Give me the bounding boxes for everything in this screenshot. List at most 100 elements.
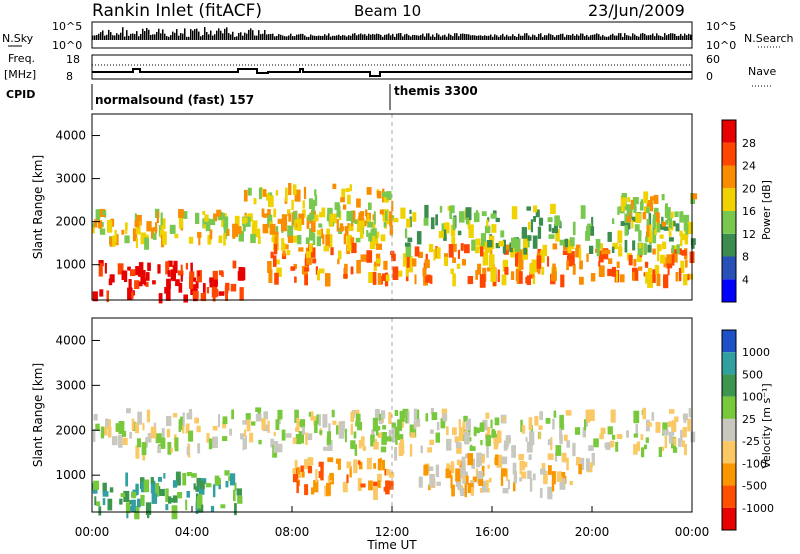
velocity-cell — [292, 437, 297, 444]
velocity-cell — [165, 504, 169, 511]
velocity-cell — [275, 419, 280, 430]
power-cell — [136, 214, 142, 226]
velocity-cell — [358, 461, 363, 470]
power-cell — [671, 251, 678, 263]
velocity-cell — [245, 435, 247, 450]
power-cell — [653, 207, 659, 217]
power-cell — [590, 226, 595, 236]
power-cell — [438, 231, 445, 239]
power-cell — [607, 231, 612, 242]
power-cell — [644, 261, 649, 268]
velocity-cell — [521, 471, 527, 479]
power-cell — [412, 212, 417, 222]
velocity-cell — [115, 423, 121, 432]
noise-bar — [290, 33, 292, 40]
power-cell — [358, 212, 364, 225]
power-cell — [382, 191, 388, 198]
power-cell — [150, 227, 155, 239]
power-cell — [408, 255, 413, 267]
power-cell — [143, 278, 146, 286]
noise-bar — [376, 33, 378, 40]
noise-bar — [458, 36, 460, 40]
power-data-cells — [92, 183, 698, 304]
velocity-cell — [506, 468, 509, 482]
power-cell — [503, 250, 509, 255]
velocity-cell — [132, 421, 137, 431]
velocity-cell — [137, 498, 141, 508]
power-cell — [366, 230, 369, 237]
power-cell — [443, 229, 447, 240]
noise-bar — [652, 33, 654, 40]
power-cell — [521, 227, 527, 239]
power-cell — [425, 253, 428, 260]
power-cell — [360, 254, 367, 262]
velocity-cell — [300, 465, 304, 472]
power-cell — [451, 236, 456, 244]
time-tick-label: 20:00 — [575, 525, 610, 539]
power-cell — [683, 274, 688, 286]
power-cell — [205, 218, 211, 232]
noise-bar — [606, 36, 608, 40]
power-cell — [632, 240, 636, 251]
velocity-cell — [561, 423, 565, 430]
noise-bar — [586, 34, 588, 40]
power-cell — [92, 223, 95, 234]
noise-bar — [590, 35, 592, 40]
power-cell — [391, 215, 395, 221]
power-cell — [236, 226, 242, 235]
velocity-cell — [95, 423, 100, 431]
velocity-cell — [300, 419, 306, 428]
velocity-cell — [224, 470, 230, 476]
power-cell — [285, 187, 288, 202]
velocity-cell — [660, 446, 665, 451]
power-cell — [503, 244, 510, 252]
noise-bar — [338, 34, 340, 40]
velocity-cell — [381, 459, 385, 471]
velocity-cell — [160, 437, 166, 449]
power-cell — [156, 211, 159, 223]
noise-bar — [136, 31, 138, 40]
power-cell — [297, 235, 302, 245]
noise-bar — [644, 33, 646, 40]
velocity-cell — [519, 461, 525, 471]
noise-bar — [98, 33, 100, 40]
velocity-cell — [337, 458, 341, 470]
velocity-cell — [475, 468, 479, 482]
power-cell — [392, 217, 399, 223]
noise-bar — [92, 35, 94, 40]
noise-bar — [356, 35, 358, 40]
noise-bar — [104, 35, 106, 40]
power-cell — [350, 266, 354, 275]
velocity-cell — [326, 482, 331, 496]
velocity-cell — [251, 421, 256, 426]
velocity-cell — [362, 446, 367, 451]
velocity-cell — [255, 407, 262, 412]
velocity-cell — [429, 473, 435, 488]
noise-bar — [378, 34, 380, 40]
power-cell — [383, 260, 388, 270]
noise-bar — [424, 36, 426, 40]
power-cell — [552, 243, 558, 250]
noise-bar — [126, 30, 128, 40]
power-cell — [192, 277, 196, 282]
power-cell — [433, 249, 436, 261]
power-cell — [282, 251, 286, 257]
power-cell — [110, 218, 115, 227]
velocity-cell — [635, 423, 639, 438]
power-cell — [391, 200, 394, 212]
noise-bar — [516, 36, 518, 40]
power-cell — [255, 228, 261, 238]
velocity-cell — [683, 415, 687, 424]
velocity-cell — [452, 427, 457, 435]
noise-bar — [122, 27, 124, 40]
velocity-cell — [126, 408, 131, 414]
velocity-cell — [539, 411, 543, 420]
velocity-cell — [480, 488, 484, 493]
power-cell — [350, 237, 355, 246]
velocity-cell — [490, 419, 493, 429]
velocity-cell — [626, 430, 629, 438]
power-cell — [659, 234, 664, 239]
power-cell — [275, 190, 279, 196]
velocity-cell — [472, 476, 477, 483]
velocity-cell — [170, 447, 173, 453]
